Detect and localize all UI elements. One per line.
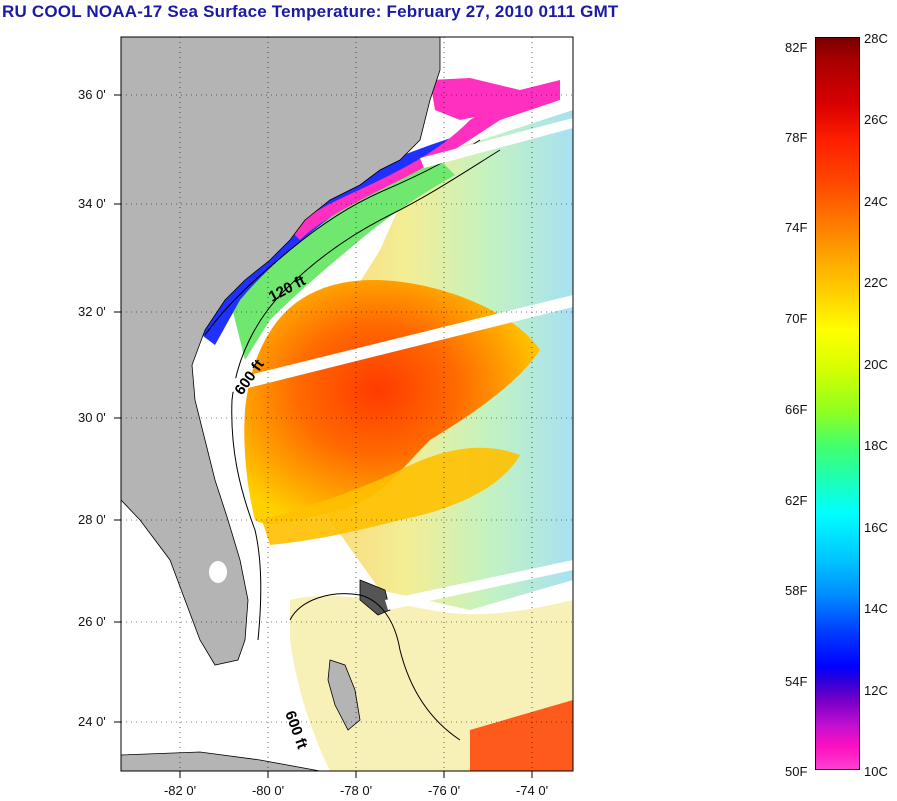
colorbar-f-label: 54F xyxy=(785,674,808,689)
grand-bahama xyxy=(359,579,391,616)
us-coastline-land xyxy=(121,37,441,666)
colorbar-c-label: 18C xyxy=(864,438,888,453)
contour-600ft xyxy=(231,149,501,401)
colorbar-c-label: 26C xyxy=(864,112,888,127)
colorbar-c-label: 22C xyxy=(864,275,888,290)
colorbar-c-label: 10C xyxy=(864,764,888,779)
lat-label: 36 0' xyxy=(78,87,106,102)
latitude-axis: 36 0' 34 0' 32 0' 30 0' 28 0' 26 0' 24 0… xyxy=(78,87,106,729)
colorbar-c-label: 28C xyxy=(864,31,888,46)
colorbar-f-label: 66F xyxy=(785,402,808,417)
lat-label: 24 0' xyxy=(78,714,106,729)
colorbar-c-label: 20C xyxy=(864,357,888,372)
no-data-swath-3 xyxy=(385,560,573,610)
no-data-swath-2 xyxy=(196,295,573,400)
map-area xyxy=(121,37,573,771)
lon-label: -76 0' xyxy=(428,783,460,798)
colorbar-c-label: 24C xyxy=(864,194,888,209)
gulf-stream-warm-core xyxy=(244,280,541,525)
lon-label: -74 0' xyxy=(516,783,548,798)
temperature-colorbar xyxy=(815,37,860,770)
colorbar-c-label: 12C xyxy=(864,683,888,698)
lon-label: -82 0' xyxy=(164,783,196,798)
contour-120ft xyxy=(204,139,481,336)
frame-ticks xyxy=(114,94,533,778)
lon-label: -80 0' xyxy=(252,783,284,798)
map-title: RU COOL NOAA-17 Sea Surface Temperature:… xyxy=(2,2,619,21)
colorbar-f-label: 82F xyxy=(785,40,808,55)
lat-label: 34 0' xyxy=(78,196,106,211)
no-data-swath-1 xyxy=(420,118,573,168)
colorbar-f-label: 74F xyxy=(785,220,808,235)
lat-label: 26 0' xyxy=(78,614,106,629)
colorbar-f-label: 58F xyxy=(785,583,808,598)
graticule xyxy=(121,37,573,771)
lon-label: -78 0' xyxy=(340,783,372,798)
longitude-axis: -82 0' -80 0' -78 0' -76 0' -74 0' xyxy=(164,783,548,798)
andros-island xyxy=(327,659,361,731)
lake-okeechobee xyxy=(209,561,227,583)
cuba-land xyxy=(121,751,321,771)
colorbar-f-label: 70F xyxy=(785,311,808,326)
colorbar-f-label: 50F xyxy=(785,764,808,779)
colorbar-c-label: 16C xyxy=(864,520,888,535)
lat-label: 30 0' xyxy=(78,410,106,425)
colorbar-f-label: 62F xyxy=(785,493,808,508)
lat-label: 28 0' xyxy=(78,512,106,527)
map-frame xyxy=(120,36,574,772)
lat-label: 32 0' xyxy=(78,304,106,319)
colorbar-f-label: 78F xyxy=(785,130,808,145)
colorbar-c-label: 14C xyxy=(864,601,888,616)
